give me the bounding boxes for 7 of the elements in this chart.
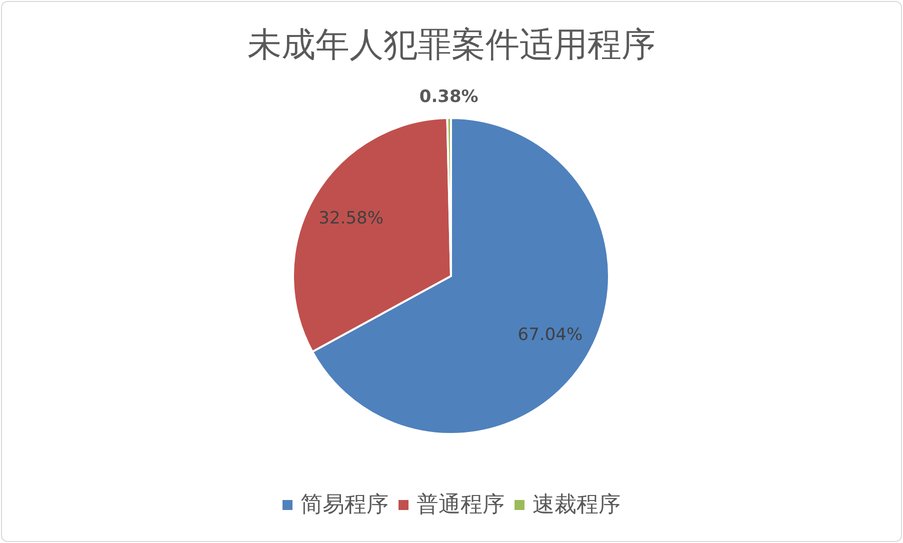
data-label: 32.58% [318, 208, 384, 228]
legend-label: 简易程序 [300, 492, 388, 518]
legend-label: 普通程序 [416, 492, 504, 518]
data-label: 0.38% [419, 87, 478, 108]
data-label: 67.04% [518, 324, 583, 345]
legend-label: 速裁程序 [532, 492, 620, 518]
chart-title: 未成年人犯罪案件适用程序 [248, 25, 656, 65]
